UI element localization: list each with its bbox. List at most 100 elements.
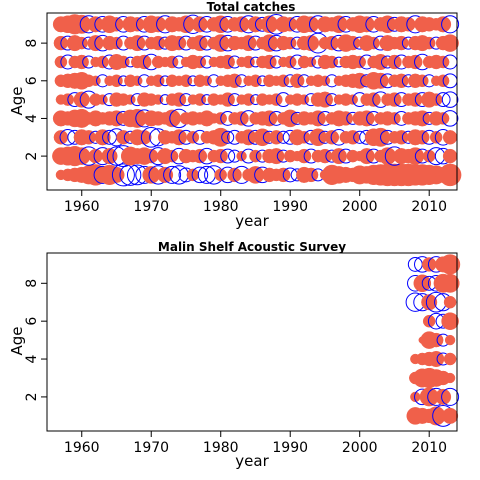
bubble-point [246, 166, 265, 184]
bubble-point [436, 112, 450, 125]
x-tick-label: 2000 [342, 440, 378, 456]
bubble-marks [405, 254, 461, 427]
bubble-point [191, 166, 209, 184]
bubble-point [438, 163, 462, 187]
bubble-point [109, 17, 124, 32]
x-tick-label: 2010 [411, 440, 447, 456]
bubble-point [87, 35, 104, 52]
y-tick-label: 6 [24, 76, 40, 85]
bubble-point [366, 92, 381, 107]
bubble-point [298, 94, 310, 105]
bubble-point [125, 94, 136, 105]
bubble-point [165, 149, 179, 163]
bubble-point [303, 167, 319, 183]
bubble-point [441, 312, 459, 330]
bubble-point [227, 167, 242, 183]
x-tick-label: 1960 [64, 440, 100, 456]
bubble-point [283, 36, 297, 50]
plot-frame [46, 12, 458, 191]
bubble-point [81, 130, 96, 145]
bubble-point [407, 256, 423, 272]
bubble-point [260, 34, 279, 52]
bubble-point [269, 130, 284, 145]
y-tick-label: 8 [24, 279, 40, 288]
bubble-point [289, 73, 305, 89]
bubble-point [303, 35, 320, 52]
bubble-point [137, 130, 152, 145]
bubble-point [234, 111, 249, 126]
bubble-point [317, 148, 333, 164]
x-tick-label: 1970 [133, 199, 169, 215]
bubble-point [277, 74, 290, 88]
bubble-point [330, 15, 348, 34]
bubble-point [408, 54, 423, 70]
bubble-marks [52, 13, 462, 187]
bubble-point [186, 168, 200, 182]
bubble-point [422, 314, 436, 328]
bubble-point [443, 352, 457, 366]
x-tick-label: 2000 [342, 199, 378, 215]
bubble-point [442, 407, 459, 424]
bubble-point [442, 130, 458, 145]
bubble-point [211, 127, 231, 147]
y-tick-label: 4 [24, 114, 40, 123]
bubble-point [316, 91, 334, 108]
bubble-point [319, 75, 331, 86]
bubble-point [443, 295, 457, 309]
bubble-point [220, 92, 235, 107]
y-axis-label: Age [8, 326, 26, 355]
bubble-point [193, 55, 207, 69]
y-axis-label: Age [8, 86, 26, 115]
bubble-point [394, 35, 409, 51]
bubble-point [282, 17, 298, 32]
bubble-point [97, 94, 108, 105]
bubble-point [191, 16, 208, 33]
bubble-point [394, 130, 409, 145]
panel-total-catches: Total catches 1960 1970 1980 1990 2000 2010 2… [8, 0, 462, 230]
bubble-point [163, 165, 182, 184]
panel-malin-shelf-survey: Malin Shelf Acoustic Survey 1960 1970 1980… [8, 240, 461, 470]
bubble-point [132, 75, 143, 86]
bubble-point [201, 75, 212, 86]
bubble-point [220, 54, 235, 70]
x-ticks: 1960 1970 1980 1990 2000 2010 [64, 190, 447, 215]
bubble-point [211, 15, 230, 34]
bubble-point [192, 148, 208, 164]
bubble-point [428, 332, 444, 348]
bubble-point [130, 17, 145, 32]
y-ticks: 2 4 6 8 [24, 279, 47, 401]
x-axis-label: year [235, 452, 269, 470]
bubble-point [74, 54, 89, 70]
bubble-point [421, 294, 438, 311]
x-tick-label: 1980 [203, 440, 239, 456]
bubble-point [441, 91, 459, 108]
bubble-point [440, 254, 461, 275]
bubble-point [441, 15, 460, 34]
x-axis-label: year [235, 212, 269, 230]
x-ticks: 1960 1970 1980 1990 2000 2010 [64, 431, 447, 456]
bubble-point [441, 34, 459, 52]
x-tick-label: 1990 [272, 199, 308, 215]
bubble-point [441, 387, 460, 406]
bubble-point [116, 130, 131, 145]
x-tick-label: 1960 [64, 199, 100, 215]
bubble-point [75, 36, 88, 50]
bubble-point [358, 16, 375, 33]
bubble-point [324, 35, 340, 51]
bubble-point [444, 372, 456, 384]
bubble-point [211, 34, 230, 52]
y-tick-label: 6 [24, 317, 40, 326]
x-tick-label: 1970 [133, 440, 169, 456]
bubble-point [338, 111, 354, 126]
bubble-point [444, 334, 456, 346]
bubble-point [214, 168, 227, 182]
bubble-point [165, 55, 179, 69]
bubble-point [422, 36, 436, 50]
bubble-point [324, 130, 340, 145]
bubble-point [421, 257, 437, 272]
bubble-point [345, 35, 361, 51]
bubble-point [249, 149, 262, 163]
bubble-point [394, 73, 409, 89]
x-tick-label: 2010 [411, 199, 447, 215]
